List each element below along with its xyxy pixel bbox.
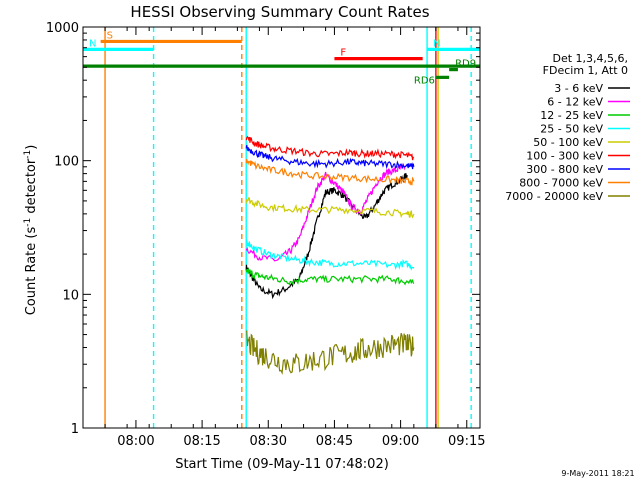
y-tick-label: 100 [54,155,79,170]
legend-entry-label: 100 - 300 keV [526,150,603,163]
x-tick-label: 08:15 [183,434,220,449]
legend-entry-label: 12 - 25 keV [540,109,603,122]
legend-entry-label: 3 - 6 keV [554,82,603,95]
y-tick-label: 1000 [46,21,79,36]
flag-bar-label: N [89,38,96,49]
series-line [245,329,415,375]
legend-header-line: Det 1,3,4,5,6, [552,52,628,65]
flag-bar-label: N [433,38,440,49]
x-axis-label: Start Time (09-May-11 07:48:02) [175,457,389,472]
y-axis-label-part1: Count Rate (s [24,227,39,316]
legend-entry-label: 800 - 7000 keV [519,177,603,190]
x-tick-label: 09:15 [448,434,485,449]
y-axis-label-part3: ) [24,145,39,150]
series-line [245,144,415,170]
series-line [245,267,415,286]
axes: 1 10 100 1000 08:00 08:15 08:30 08:45 09:00 09:15 [46,21,486,449]
legend: Det 1,3,4,5,6,FDecim 1, Att 0 3 - 6 keV6 … [505,52,630,203]
vertical-markers [104,27,472,428]
y-tick-label: 10 [62,288,79,303]
y-axis-label-part2: detector [24,158,39,218]
series-line [245,135,415,161]
x-tick-label: 08:00 [117,434,154,449]
series-line [245,173,408,300]
y-axis-label-sup1: -1 [23,218,33,227]
y-axis-label-sup2: -1 [23,150,33,159]
y-tick-label: 1 [71,422,79,437]
series-line [245,158,415,186]
x-tick-label: 08:30 [250,434,287,449]
flag-bar-label: RD6 [414,75,435,86]
legend-entry-label: 7000 - 20000 keV [505,190,603,203]
legend-header-line: FDecim 1, Att 0 [543,64,628,77]
flag-bar-label: F [340,48,346,59]
legend-entry-label: 50 - 100 keV [533,136,603,149]
legend-entry-label: 300 - 800 keV [526,163,603,176]
series-line [245,197,415,219]
chart-title: HESSI Observing Summary Count Rates [130,3,429,21]
flag-bar-label: S [107,30,113,41]
y-axis-label: Count Rate (s-1 detector-1) [23,145,39,316]
legend-entry-label: 25 - 50 keV [540,123,603,136]
footer-date: 9-May-2011 18:21 [561,469,634,478]
legend-entry-label: 6 - 12 keV [547,96,603,109]
flag-bar-label: RD9 [455,59,476,70]
series-lines [245,135,415,375]
plot-frame [82,26,481,429]
series-line [245,239,415,271]
x-tick-label: 09:00 [382,434,419,449]
x-tick-label: 08:45 [316,434,353,449]
